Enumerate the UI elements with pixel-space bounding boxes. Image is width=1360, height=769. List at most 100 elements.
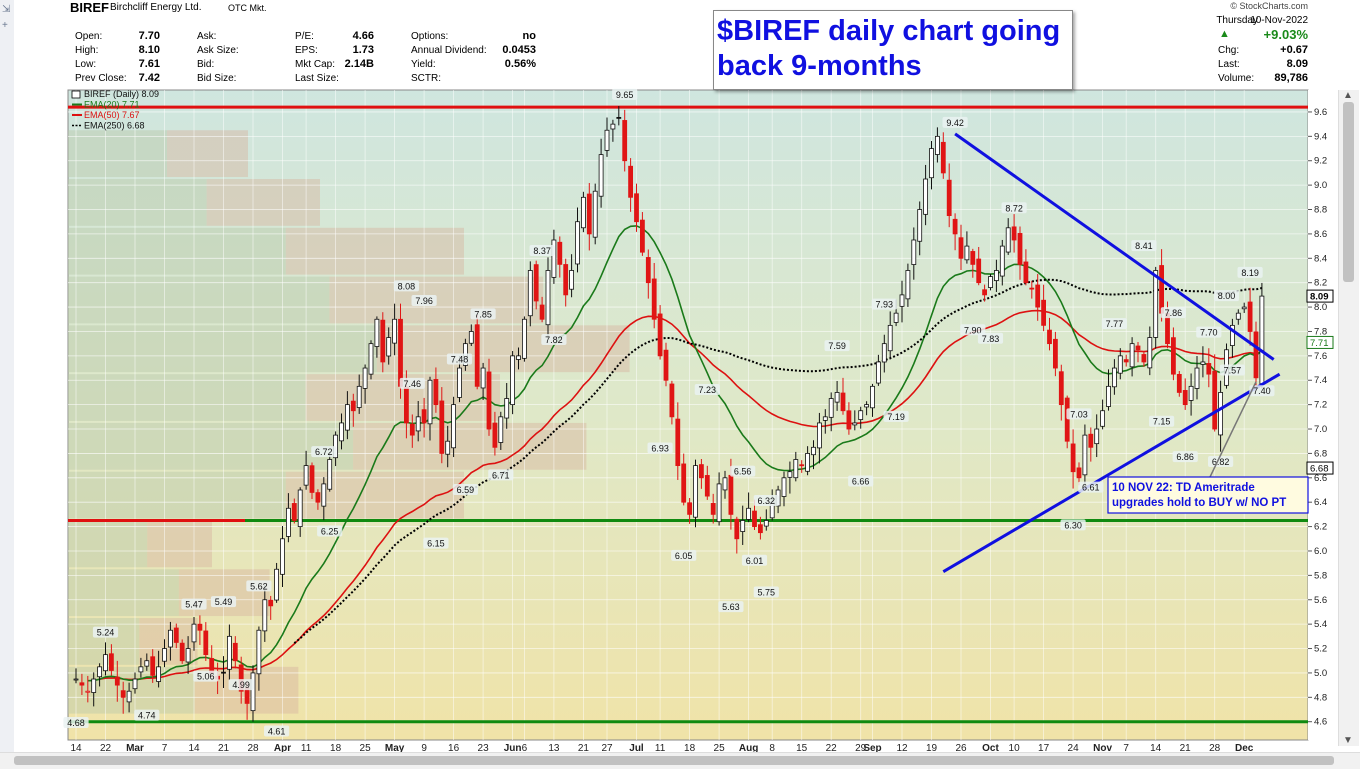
price-point-label: 7.83 — [982, 334, 1000, 344]
price-tick-label: 5.6 — [1314, 595, 1327, 606]
price-point-label-bg — [1172, 451, 1198, 463]
candle-body — [1094, 428, 1100, 445]
candle-body — [557, 241, 563, 265]
price-point-label-bg — [871, 298, 897, 310]
candle-body — [793, 459, 799, 479]
date-tick-label: Nov — [1093, 743, 1112, 754]
candle-body — [604, 129, 610, 151]
price-point-labels: 9.65 9.42 8.72 8.41 8.37 8.19 8.08 8.00 7.96 7.93… — [63, 88, 1275, 737]
price-tick-label: 6.6 — [1314, 473, 1327, 484]
candle-body — [1241, 306, 1247, 310]
date-tick-label: 22 — [100, 743, 112, 754]
up-triangle-icon: ▲ — [1219, 28, 1230, 40]
candle-body — [846, 410, 852, 430]
candle-body — [681, 463, 687, 503]
price-point-label: 9.42 — [946, 118, 964, 128]
quote-label: Ask Size: — [197, 45, 239, 56]
scroll-down-icon[interactable]: ▼ — [1343, 735, 1353, 746]
price-tick-label: 8.0 — [1314, 302, 1327, 313]
price-point-label-bg — [883, 410, 909, 422]
candle-body — [940, 141, 946, 174]
candle-body — [150, 656, 156, 676]
quote-label: Open: — [75, 31, 103, 42]
ema20-line — [87, 225, 1263, 682]
candle-body — [905, 270, 911, 300]
date-tick-label: 14 — [1150, 743, 1162, 754]
candle-body — [581, 196, 586, 229]
candle-body — [864, 404, 869, 408]
candle-body — [575, 221, 580, 265]
price-point-label: 6.01 — [746, 556, 764, 566]
date-tick-label: 8 — [769, 743, 775, 754]
candle-body — [858, 410, 864, 420]
horizontal-scroll-thumb[interactable] — [14, 756, 1334, 765]
quote-label: P/E: — [295, 31, 314, 42]
price-point-label: 7.90 — [964, 325, 982, 335]
quote-label: High: — [75, 45, 99, 56]
price-axis-background — [1308, 90, 1338, 740]
price-point-label-bg — [228, 679, 254, 691]
candle-body — [85, 690, 91, 693]
horizontal-scrollbar[interactable] — [0, 752, 1360, 769]
volume-by-price-down — [353, 422, 587, 470]
price-point-label-bg — [529, 244, 555, 256]
candle-body — [1123, 359, 1129, 363]
price-point-label-bg — [977, 332, 1004, 344]
price-point-label-bg — [718, 601, 744, 613]
candle-body — [368, 343, 374, 375]
price-tick-label: 9.6 — [1314, 107, 1327, 118]
candle-body — [1182, 390, 1188, 406]
plus-icon[interactable]: + — [2, 20, 8, 31]
vertical-scrollbar[interactable]: ▲ ▼ — [1338, 90, 1359, 746]
candle-body — [1253, 331, 1259, 379]
price-tick-label: 7.4 — [1314, 375, 1327, 386]
price-point-label: 6.71 — [492, 470, 510, 480]
volume-by-price-up — [68, 325, 377, 373]
price-tick-label: 5.8 — [1314, 570, 1327, 581]
price-point-label: 8.19 — [1241, 268, 1259, 278]
price-point-label: 8.08 — [398, 281, 416, 291]
quote-label: Low: — [75, 59, 97, 70]
candle-body — [929, 148, 934, 179]
date-tick-label: 18 — [330, 743, 342, 754]
candle-body — [504, 398, 510, 419]
price-point-label: 5.06 — [197, 672, 215, 682]
candle-body — [822, 416, 828, 421]
candle-body — [91, 678, 97, 693]
candle-body — [1029, 287, 1035, 290]
price-point-label: 8.72 — [1005, 203, 1023, 213]
quote-value: 7.42 — [138, 72, 160, 84]
candle-body — [622, 120, 628, 162]
candle-body — [610, 123, 616, 130]
price-marker-box — [1306, 461, 1334, 475]
date-tick-label: 18 — [684, 743, 696, 754]
support-resistance-lines — [68, 105, 1308, 724]
price-tick-label: 8.4 — [1314, 253, 1327, 264]
candle-body — [285, 507, 291, 537]
candle-body — [327, 459, 333, 490]
candle-body — [651, 278, 657, 320]
scroll-up-icon[interactable]: ▲ — [1343, 90, 1353, 101]
candle-body — [350, 400, 356, 412]
candle-body — [79, 682, 85, 686]
expand-icon[interactable]: ⇲ — [2, 4, 11, 15]
price-point-label-bg — [423, 537, 449, 549]
candle-body — [840, 392, 846, 412]
legend-entry: BIREF (Daily) 8.09 — [84, 89, 159, 99]
legend-entry: EMA(20) 7.71 — [84, 100, 140, 110]
price-point-label: 5.24 — [97, 628, 115, 638]
candle-body — [999, 245, 1005, 277]
price-point-label-bg — [1196, 326, 1222, 338]
candle-body — [551, 239, 557, 278]
candle-body — [870, 385, 875, 409]
candle-body — [1235, 312, 1241, 320]
price-point-label-bg — [1066, 408, 1092, 420]
candle-body — [881, 343, 887, 363]
scroll-thumb[interactable] — [1343, 102, 1354, 282]
quote-value: 7.61 — [138, 58, 160, 70]
candle-body — [539, 304, 545, 320]
candle-body — [716, 483, 722, 523]
price-point-label-bg — [1078, 481, 1104, 493]
price-tick-label: 6.0 — [1314, 546, 1327, 557]
